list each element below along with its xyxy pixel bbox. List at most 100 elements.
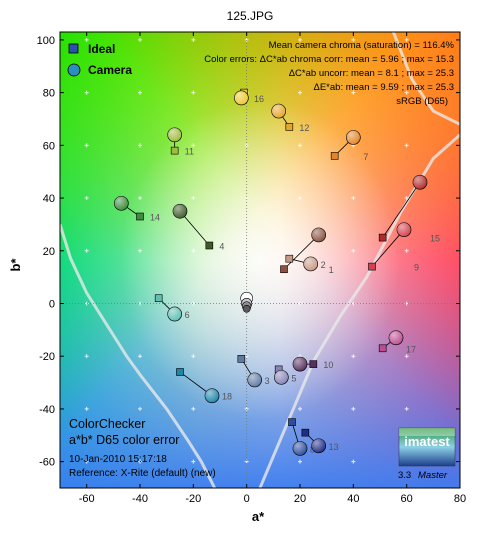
- patch-label: 16: [254, 94, 264, 104]
- camera-point-shine: [293, 357, 307, 372]
- patch-label: 1: [329, 265, 334, 275]
- patch-label: 6: [185, 310, 190, 320]
- ideal-point: [170, 146, 179, 155]
- y-tick-label: 20: [43, 246, 55, 258]
- grid-cross: [244, 37, 249, 42]
- patch-11: 11: [167, 127, 194, 157]
- grid-cross: [138, 143, 142, 148]
- zero-axis-lines: [60, 32, 460, 488]
- ideal-point: [330, 152, 339, 160]
- grid-cross: [84, 406, 89, 411]
- patch-16: 16: [233, 88, 264, 106]
- grid-cross: [351, 90, 356, 95]
- legend: Ideal Camera: [67, 42, 132, 77]
- ideal-point: [285, 123, 294, 131]
- info-chroma: Mean camera chroma (saturation) = 116.4%: [269, 40, 455, 51]
- grid-cross: [138, 406, 142, 411]
- ideal-point: [154, 294, 163, 303]
- ideal-point: [285, 254, 294, 263]
- camera-point-shine: [413, 175, 427, 190]
- grid-cross: [351, 196, 356, 201]
- grid-cross: [298, 143, 302, 148]
- grid-cross: [298, 459, 302, 464]
- x-tick-label: 80: [454, 493, 466, 505]
- grid-cross: [84, 354, 89, 359]
- version-edition: Master: [418, 470, 448, 481]
- grid-cross: [191, 459, 196, 464]
- x-tick-label: 0: [244, 493, 250, 505]
- gamut-line-1: [60, 223, 217, 488]
- camera-point-shine: [293, 441, 307, 456]
- chart-title: 125.JPG: [227, 9, 274, 23]
- ideal-point: [378, 233, 387, 242]
- y-tick-label: -60: [39, 457, 55, 469]
- grid-cross: [404, 354, 409, 359]
- patch-7: 7: [330, 130, 368, 162]
- patch-label: 13: [329, 442, 339, 452]
- grid-cross: [84, 143, 89, 148]
- error-line: [179, 210, 210, 246]
- ideal-point: [136, 212, 144, 221]
- patch-label: 12: [299, 123, 309, 133]
- patch-5: 5: [273, 365, 296, 385]
- grid-cross: [404, 143, 409, 148]
- grid-cross: [191, 301, 196, 306]
- camera-point-shine: [303, 256, 318, 271]
- y-axis-label: b*: [8, 258, 23, 272]
- grid-cross: [84, 90, 89, 95]
- patch-label: 7: [363, 152, 368, 162]
- ideal-point: [368, 262, 376, 271]
- info-delta-e: ΔE*ab: mean = 9.59 ; max = 25.3: [314, 82, 455, 93]
- patch-8: 8: [288, 418, 315, 456]
- grid-cross: [191, 406, 196, 411]
- patch-6: 6: [154, 294, 190, 322]
- grid-cross: [351, 37, 356, 42]
- patch-10: 10: [292, 356, 333, 372]
- patch-18: 18: [176, 368, 232, 404]
- grid-cross: [84, 248, 89, 253]
- info-chroma-corr: Color errors: ΔC*ab chroma corr: mean = …: [204, 54, 454, 65]
- camera-point-shine: [114, 196, 129, 211]
- error-line: [283, 234, 319, 270]
- ideal-point: [288, 418, 296, 426]
- patch-label: 14: [150, 213, 160, 223]
- y-tick-label: 60: [43, 140, 55, 152]
- patch-label: 5: [291, 373, 296, 383]
- grid-cross: [138, 90, 142, 95]
- patch-label: 10: [323, 360, 333, 370]
- patch-4: 4: [172, 203, 224, 252]
- x-tick-label: 60: [401, 493, 413, 505]
- patch-label: 2: [321, 260, 326, 270]
- x-tick-label: -60: [79, 493, 95, 505]
- legend-ideal-label: Ideal: [88, 42, 115, 56]
- patch-17: 17: [378, 330, 416, 354]
- camera-point-shine: [274, 370, 289, 385]
- camera-point-shine: [311, 227, 326, 242]
- ideal-point: [237, 355, 246, 363]
- ideal-point: [280, 265, 288, 274]
- patch-1: 1: [280, 227, 334, 275]
- patch-14: 14: [113, 195, 160, 223]
- patch-3: 3: [237, 355, 270, 388]
- camera-point-shine: [271, 104, 286, 119]
- ideal-point: [205, 241, 214, 250]
- series-layer: 123456789101112131415161718: [113, 88, 440, 456]
- error-line: [371, 229, 405, 267]
- logo-text: imatest: [404, 434, 450, 449]
- camera-point-shine: [397, 222, 411, 237]
- grid-cross: [84, 301, 89, 306]
- x-tick-label: 20: [294, 493, 306, 505]
- patch-label: 11: [185, 147, 194, 157]
- x-axis: -60 -40 -20 0 20 40 60 80: [79, 32, 466, 505]
- patch-9: 9: [368, 222, 419, 273]
- gamut-line-3: [391, 32, 460, 126]
- x-tick-label: -40: [132, 493, 148, 505]
- grid-cross: [138, 196, 142, 201]
- annotation-reference: Reference: X-Rite (default) (new): [69, 468, 216, 479]
- grid-cross: [351, 459, 356, 464]
- patch-label: 3: [265, 376, 270, 386]
- y-tick-label: 40: [43, 193, 55, 205]
- camera-point-shine: [205, 388, 219, 403]
- error-line: [382, 182, 421, 238]
